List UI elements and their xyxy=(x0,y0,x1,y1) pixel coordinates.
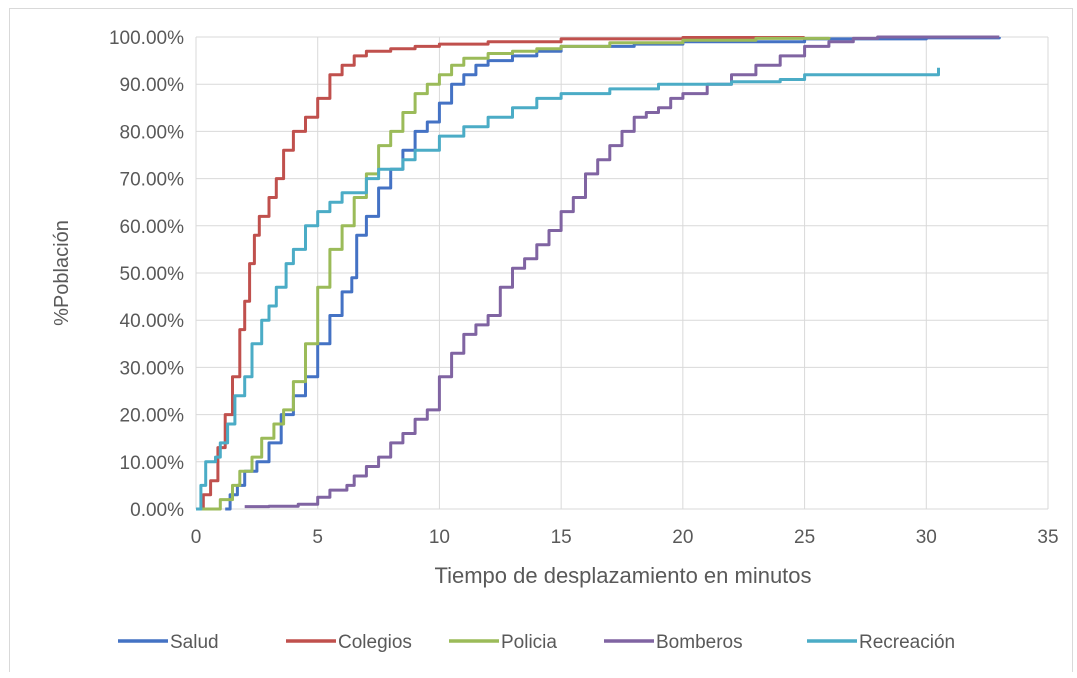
series-lines xyxy=(196,35,1001,511)
x-axis-ticks: 0 5 10 15 20 25 30 35 xyxy=(191,527,1059,548)
y-tick-label: 20.00% xyxy=(120,406,185,427)
gridlines xyxy=(195,36,1049,510)
y-tick-label: 10.00% xyxy=(120,453,185,474)
x-tick-label: 15 xyxy=(551,527,572,548)
y-tick-label: 60.00% xyxy=(120,217,185,238)
legend-label: Policia xyxy=(501,632,557,653)
legend-label: Colegios xyxy=(338,632,412,653)
y-tick-label: 90.00% xyxy=(120,75,185,96)
x-tick-label: 10 xyxy=(429,527,450,548)
y-axis-title: %Población xyxy=(51,220,73,326)
legend-label: Recreación xyxy=(859,632,955,653)
x-tick-label: 25 xyxy=(794,527,815,548)
y-tick-label: 80.00% xyxy=(120,122,185,143)
y-tick-label: 0.00% xyxy=(130,500,184,521)
x-axis-title: Tiempo de desplazamiento en minutos xyxy=(434,563,811,588)
x-tick-label: 35 xyxy=(1037,527,1058,548)
legend-label: Salud xyxy=(170,632,219,653)
legend-label: Bomberos xyxy=(656,632,743,653)
y-tick-label: 40.00% xyxy=(120,311,185,332)
chart-frame: 0 5 10 15 20 25 30 35 0.00% 10.00% 20.00% 30.00% 40… xyxy=(9,8,1073,672)
legend: Salud Colegios Policia Bomberos Recreación xyxy=(118,632,955,653)
series-line-policia xyxy=(196,36,831,511)
x-tick-label: 20 xyxy=(672,527,693,548)
x-tick-label: 5 xyxy=(312,527,323,548)
x-tick-label: 0 xyxy=(191,527,202,548)
y-tick-label: 70.00% xyxy=(120,170,185,191)
y-tick-label: 50.00% xyxy=(120,264,185,285)
y-axis-ticks: 0.00% 10.00% 20.00% 30.00% 40.00% 50.00% 60.00… xyxy=(109,28,184,521)
y-tick-label: 100.00% xyxy=(109,28,184,49)
series-line-recreacin xyxy=(196,67,940,511)
x-tick-label: 30 xyxy=(916,527,937,548)
chart-canvas: 0 5 10 15 20 25 30 35 0.00% 10.00% 20.00% 30.00% 40… xyxy=(51,28,1059,653)
y-tick-label: 30.00% xyxy=(120,358,185,379)
series-line-colegios xyxy=(196,36,807,511)
